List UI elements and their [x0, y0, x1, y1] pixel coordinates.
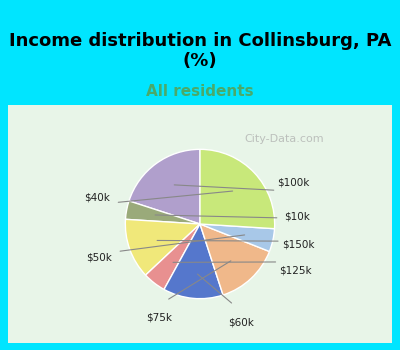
Text: $125k: $125k [279, 265, 312, 275]
Wedge shape [125, 219, 200, 275]
Text: $100k: $100k [277, 178, 310, 188]
Text: City-Data.com: City-Data.com [245, 134, 324, 143]
Wedge shape [200, 224, 270, 295]
Wedge shape [164, 224, 223, 299]
Text: $75k: $75k [146, 312, 172, 322]
Text: $10k: $10k [284, 211, 310, 222]
Text: $60k: $60k [228, 317, 254, 328]
Text: $40k: $40k [84, 193, 110, 203]
Text: $50k: $50k [86, 253, 112, 262]
Wedge shape [200, 149, 275, 229]
Wedge shape [200, 224, 274, 252]
Text: $150k: $150k [282, 240, 315, 250]
Text: All residents: All residents [146, 84, 254, 99]
Text: Income distribution in Collinsburg, PA
(%): Income distribution in Collinsburg, PA (… [9, 32, 391, 70]
Wedge shape [129, 149, 200, 224]
Wedge shape [126, 201, 200, 224]
Wedge shape [146, 224, 200, 289]
